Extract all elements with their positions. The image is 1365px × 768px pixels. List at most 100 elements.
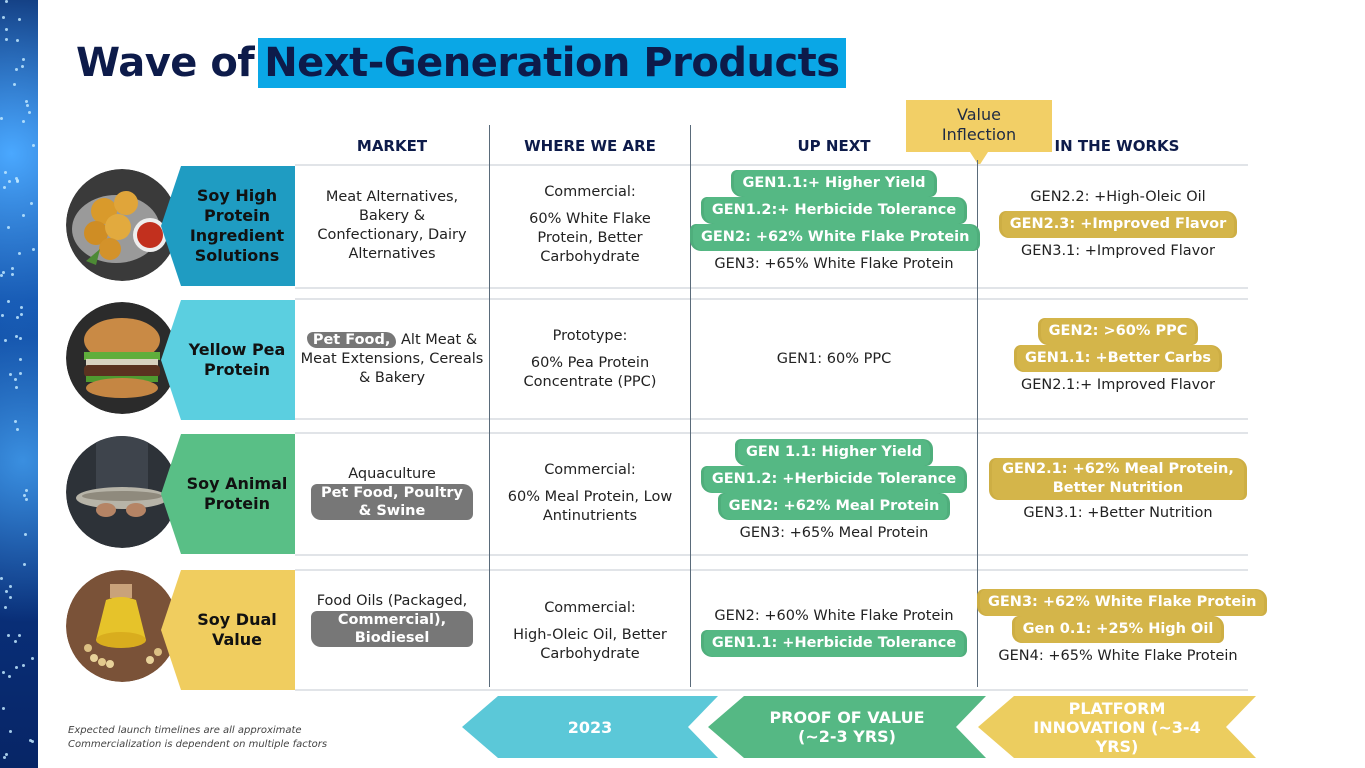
sidebar-sparkle (20, 306, 23, 309)
sidebar-sparkle (7, 300, 10, 303)
column-header-up-next: UP NEXT (797, 137, 871, 155)
market-text: Aquaculture (348, 466, 436, 482)
title-highlight: Next-Generation Products (258, 38, 846, 88)
sidebar-sparkle (30, 202, 33, 205)
sidebar-sparkle (15, 68, 18, 71)
market-text: Meat Alternatives, Bakery & Confectionar… (317, 189, 467, 262)
timeline-label: 2023 (567, 717, 613, 737)
up-next-item: GEN1.2:+ Herbicide Tolerance (703, 197, 965, 224)
sidebar-sparkle (24, 533, 27, 536)
in-the-works-item: GEN2.1: +62% Meal Protein, Better Nutrit… (992, 458, 1244, 500)
in-the-works-cell: GEN2.2: +High-Oleic Oil GEN2.3: +Improve… (980, 184, 1256, 265)
sidebar-sparkle (18, 252, 21, 255)
in-the-works-item: Gen 0.1: +25% High Oil (1014, 616, 1222, 643)
market-cell: Food Oils (Packaged, Commercial), Biodie… (310, 592, 474, 648)
up-next-item: GEN2: +60% White Flake Protein (714, 608, 954, 624)
sidebar-sparkle (5, 38, 8, 41)
column-header-where-we-are: WHERE WE ARE (524, 137, 656, 155)
sidebar-sparkle (0, 577, 3, 580)
row-divider (295, 569, 1248, 571)
where-label: Commercial: (544, 600, 636, 616)
timeline-2023: 2023 (462, 696, 718, 758)
column-divider (690, 125, 691, 687)
sidebar-sparkle (13, 83, 16, 86)
timeline-label: PLATFORM INNOVATION (~3-4 YRS) (1033, 698, 1201, 756)
up-next-item: GEN2: +62% White Flake Protein (693, 224, 978, 251)
sidebar-sparkle (14, 420, 17, 423)
row-label-line: Protein (204, 360, 270, 379)
sidebar-sparkle (28, 111, 31, 114)
sidebar-sparkle (15, 177, 18, 180)
value-inflection-label: Value Inflection (906, 100, 1052, 152)
timeline-platform-innovation: PLATFORM INNOVATION (~3-4 YRS) (978, 696, 1256, 758)
in-the-works-item: GEN4: +65% White Flake Protein (998, 648, 1238, 664)
sidebar-sparkle (25, 498, 28, 501)
row-label-line: Solutions (194, 246, 280, 265)
market-text: Food Oils (Packaged, (316, 593, 468, 609)
column-divider (977, 160, 978, 687)
row-label-soy-dual-value: Soy Dual Value (161, 570, 295, 690)
sidebar-sparkle (2, 271, 5, 274)
in-the-works-item: GEN1.1: +Better Carbs (1017, 345, 1219, 372)
sidebar-sparkle (23, 494, 26, 497)
sidebar-sparkle (22, 214, 25, 217)
sidebar-sparkle (29, 739, 32, 742)
market-cell: Meat Alternatives, Bakery & Confectionar… (306, 188, 478, 264)
market-highlight: Pet Food, (306, 332, 397, 348)
market-highlight: Pet Food, Poultry & Swine (311, 484, 473, 520)
in-the-works-item: GEN3: +62% White Flake Protein (980, 589, 1265, 616)
where-cell: Commercial: 60% White Flake Protein, Bet… (506, 183, 674, 267)
up-next-item: GEN1.1: +Herbicide Tolerance (703, 630, 965, 657)
sidebar-sparkle (32, 248, 35, 251)
up-next-cell: GEN2: +60% White Flake Protein GEN1.1: +… (693, 603, 975, 657)
in-the-works-cell: GEN3: +62% White Flake Protein Gen 0.1: … (980, 589, 1265, 670)
sidebar-sparkle (25, 489, 28, 492)
where-cell: Commercial: 60% Meal Protein, Low Antinu… (500, 461, 680, 526)
sidebar-sparkle (9, 730, 12, 733)
column-header-in-the-works: IN THE WORKS (1054, 137, 1180, 155)
row-divider (295, 554, 1248, 556)
sidebar-sparkle (0, 117, 3, 120)
where-cell: Prototype: 60% Pea Protein Concentrate (… (506, 327, 674, 392)
in-the-works-cell: GEN2.1: +62% Meal Protein, Better Nutrit… (980, 458, 1256, 527)
row-label-line: Protein (204, 494, 270, 513)
timeline-proof-of-value: PROOF OF VALUE (~2-3 YRS) (708, 696, 986, 758)
row-label-line: Soy Animal (186, 474, 288, 493)
sidebar-sparkle (22, 120, 25, 123)
up-next-item: GEN1: 60% PPC (776, 351, 892, 367)
sidebar-sparkle (7, 226, 10, 229)
market-text: Alt Meat & Meat Extensions, Cereals & Ba… (300, 332, 484, 386)
sidebar-sparkle (15, 335, 18, 338)
up-next-item: GEN1.1:+ Higher Yield (734, 170, 934, 197)
where-cell: Commercial: High-Oleic Oil, Better Carbo… (500, 599, 680, 664)
sidebar-sparkle (9, 585, 12, 588)
in-the-works-item: GEN3.1: +Better Nutrition (1023, 505, 1213, 521)
sidebar-sparkle (15, 666, 18, 669)
in-the-works-item: GEN3.1: +Improved Flavor (1020, 243, 1216, 259)
nuggets-photo (66, 169, 178, 281)
in-the-works-item: GEN2.2: +High-Oleic Oil (1030, 189, 1206, 205)
sidebar-sparkle (19, 358, 22, 361)
where-detail: 60% Pea Protein Concentrate (PPC) (523, 355, 657, 390)
sidebar-sparkle (18, 18, 21, 21)
row-divider (295, 287, 1248, 289)
sidebar-sparkle (31, 740, 34, 743)
sidebar-sparkle (19, 337, 22, 340)
market-cell: Pet Food, Alt Meat & Meat Extensions, Ce… (300, 331, 484, 388)
row-label-line: Value (211, 630, 263, 649)
page-title: Wave of Next-Generation Products (76, 38, 846, 88)
fish-photo (66, 436, 178, 548)
header-divider (295, 164, 1248, 166)
up-next-cell: GEN 1.1: Higher Yield GEN1.2: +Herbicide… (693, 439, 975, 547)
row-label-soy-animal: Soy Animal Protein (161, 434, 295, 554)
footnote-line: Commercialization is dependent on multip… (68, 739, 328, 750)
sidebar-sparkle (0, 274, 3, 277)
in-the-works-cell: GEN2: >60% PPC GEN1.1: +Better Carbs GEN… (980, 318, 1256, 399)
sidebar-sparkle (23, 563, 26, 566)
row-divider (295, 689, 1248, 691)
value-inflection-line2: Inflection (941, 125, 1017, 144)
sidebar-sparkle (16, 316, 19, 319)
row-label-line: Protein (204, 206, 270, 225)
up-next-item: GEN1.2: +Herbicide Tolerance (703, 466, 965, 493)
row-divider (295, 298, 1248, 300)
